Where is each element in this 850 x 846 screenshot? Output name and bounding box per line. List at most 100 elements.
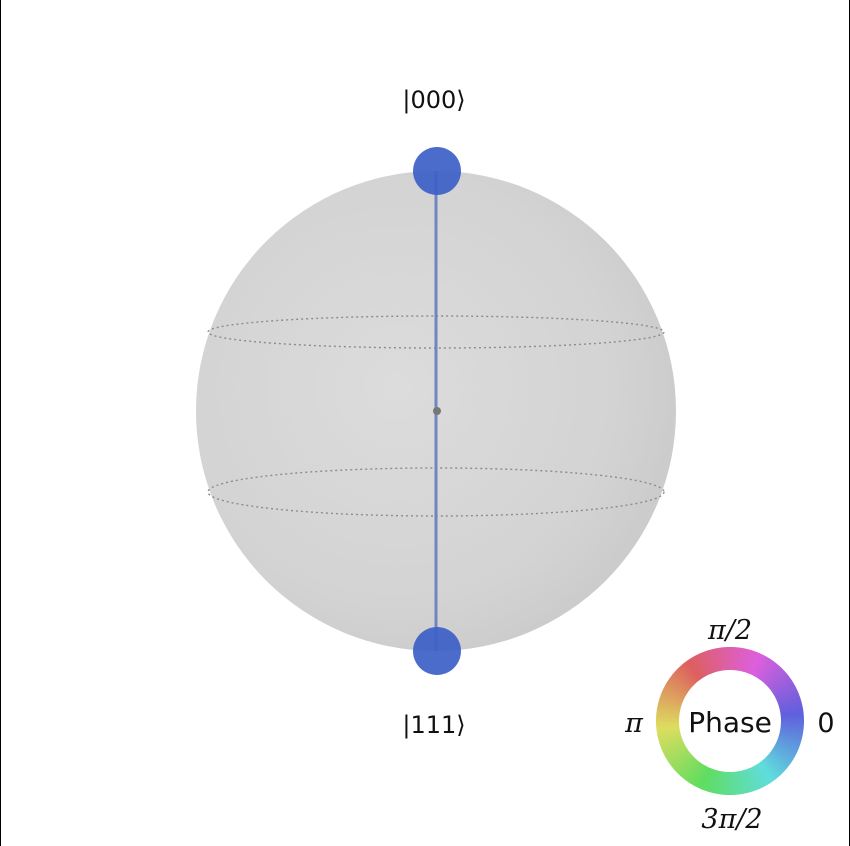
phase-wheel-segment (779, 702, 803, 711)
phase-wheel-segment (759, 660, 776, 681)
phase-wheel-segment (662, 741, 685, 754)
phase-label-right: 0 (817, 708, 834, 739)
phase-wheel-segment (692, 655, 707, 677)
phase-wheel-segment (761, 662, 778, 682)
phase-wheel-segment (721, 647, 727, 671)
phase-wheel-segment (779, 733, 802, 742)
phase-label-top: π/2 (707, 615, 752, 646)
phase-wheel-segment (671, 673, 691, 690)
figure-border-left (0, 0, 1, 846)
phase-wheel-segment (724, 647, 729, 671)
phase-wheel-segment (731, 647, 736, 671)
phase-wheel-segment (658, 700, 681, 709)
phase-wheel-segment (716, 647, 723, 671)
sphere-center-dot (433, 407, 441, 415)
phase-wheel-segment (755, 656, 770, 678)
phase-wheel-segment (690, 764, 705, 786)
phase-wheel-segment (755, 764, 770, 786)
phase-wheel-segment (744, 769, 754, 793)
phase-wheel-segment (752, 654, 765, 676)
phase-wheel-segment (778, 700, 802, 709)
phase-wheel-segment (762, 758, 780, 778)
phase-wheel-segment (729, 647, 733, 671)
phase-wheel-segment (766, 669, 785, 687)
phase-wheel-segment (658, 735, 682, 745)
phase-wheel-segment (656, 715, 680, 720)
phase-wheel-segment (772, 747, 793, 763)
phase-wheel-segment (657, 703, 681, 711)
phase-wheel-segment (664, 744, 686, 759)
phase-wheel-segment (738, 648, 746, 672)
phase-wheel-segment (659, 695, 683, 706)
phase-wheel-segment (693, 765, 707, 787)
phase-wheel-segment (774, 683, 796, 698)
phase-wheel-segment (745, 768, 756, 792)
phase-wheel-segment (688, 658, 703, 679)
phase-wheel-segment (694, 654, 708, 677)
phase-wheel-segment (770, 675, 790, 692)
phase-wheel-segment (709, 770, 718, 793)
phase-wheel-segment (714, 648, 722, 672)
phase-color-wheel (656, 647, 804, 795)
phase-wheel-segment (706, 649, 716, 673)
phase-wheel-segment (699, 767, 712, 790)
phase-wheel-segment (719, 647, 725, 671)
phase-wheel-segment (656, 710, 680, 716)
phase-wheel-segment (773, 746, 795, 761)
phase-wheel-segment (707, 769, 717, 793)
phase-wheel-segment (758, 762, 774, 783)
phase-wheel-segment (775, 743, 797, 756)
phase-wheel-segment (772, 679, 793, 694)
phase-wheel-segment (704, 768, 715, 792)
phase-wheel-segment (773, 681, 795, 696)
phase-wheel-segment (680, 664, 698, 684)
phase-wheel-segment (665, 746, 687, 761)
phase-wheel-segment (780, 727, 804, 734)
phase-wheel-segment (767, 753, 787, 771)
phase-wheel-segment (775, 741, 798, 754)
phase-wheel-segment (668, 749, 689, 765)
phase-wheel-segment (777, 692, 800, 704)
phase-wheel-segment (775, 688, 798, 701)
phase-wheel-segment (727, 771, 731, 795)
phase-label-bottom: 3π/2 (701, 804, 762, 835)
phase-wheel-segment (743, 649, 753, 673)
phase-wheel-segment (678, 757, 697, 777)
phase-wheel-segment (770, 750, 791, 767)
phase-wheel-segment (735, 647, 741, 671)
phase-wheel-segment (656, 728, 680, 735)
phase-wheel-segment (774, 685, 797, 699)
phase-wheel-segment (658, 733, 682, 742)
phase-wheel-segment (719, 771, 725, 795)
phase-wheel-segment (750, 653, 763, 676)
phase-wheel-segment (658, 698, 682, 708)
phase-wheel-segment (717, 771, 724, 795)
phase-wheel-segment (776, 739, 799, 752)
phase-wheel-segment (724, 771, 729, 795)
upper-latitude-ring (207, 315, 665, 349)
phase-wheel-segment (671, 752, 692, 769)
phase-wheel-segment (674, 669, 694, 688)
phase-wheel-segment (780, 707, 804, 714)
phase-wheel-segment (735, 771, 741, 795)
phase-wheel-segment (780, 715, 804, 720)
phase-wheel-segment (675, 755, 694, 773)
phase-wheel-segment (778, 697, 802, 707)
phase-wheel-segment (767, 671, 787, 689)
phase-wheel-segment (656, 718, 680, 722)
phase-wheel-segment (688, 763, 704, 784)
phase-wheel-segment (779, 705, 803, 713)
phase-wheel-segment (780, 710, 804, 716)
phase-wheel-segment (757, 763, 772, 784)
phase-wheel-segment (670, 750, 690, 767)
phase-wheel-segment (704, 650, 715, 674)
phase-wheel-segment (769, 752, 789, 769)
phase-wheel-segment (779, 731, 803, 739)
phase-wheel-segment (663, 686, 685, 699)
phase-wheel-segment (747, 651, 758, 674)
phase-wheel-segment (774, 744, 796, 758)
phase-wheel-segment (740, 648, 748, 672)
phase-wheel-segment (676, 667, 695, 686)
phase-wheel-segment (709, 649, 718, 673)
phase-wheel-segment (678, 666, 696, 685)
